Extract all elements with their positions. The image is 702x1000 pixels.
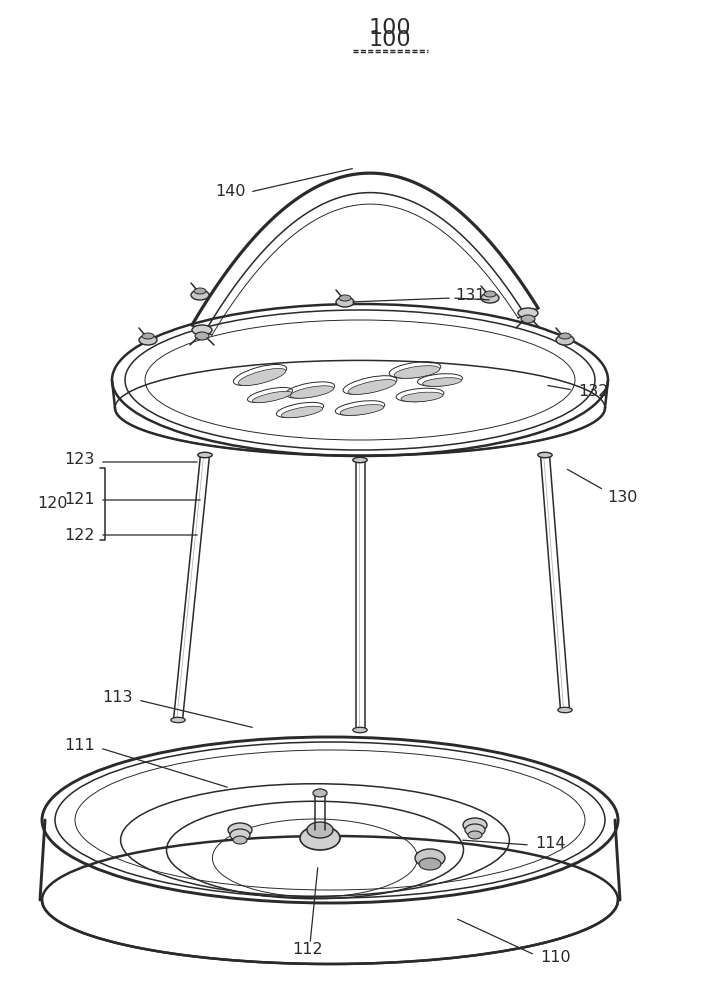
Ellipse shape: [340, 405, 384, 415]
Text: 130: 130: [607, 490, 637, 506]
Ellipse shape: [195, 332, 209, 340]
Text: 123: 123: [65, 452, 95, 468]
Ellipse shape: [521, 315, 535, 323]
Ellipse shape: [198, 452, 212, 458]
Ellipse shape: [339, 295, 351, 301]
Ellipse shape: [481, 293, 499, 303]
Ellipse shape: [228, 823, 252, 837]
Text: 140: 140: [215, 184, 246, 200]
Ellipse shape: [282, 406, 323, 418]
Ellipse shape: [559, 333, 571, 339]
Text: 113: 113: [102, 690, 133, 706]
Ellipse shape: [191, 290, 209, 300]
Ellipse shape: [395, 366, 439, 378]
Ellipse shape: [558, 707, 572, 713]
Ellipse shape: [353, 457, 367, 463]
Ellipse shape: [415, 849, 445, 867]
Ellipse shape: [353, 727, 367, 733]
Text: 111: 111: [65, 738, 95, 752]
Ellipse shape: [538, 452, 552, 458]
Text: 121: 121: [65, 492, 95, 508]
Ellipse shape: [423, 378, 461, 386]
Ellipse shape: [336, 297, 354, 307]
Ellipse shape: [401, 392, 443, 402]
Ellipse shape: [419, 858, 441, 870]
Ellipse shape: [253, 391, 291, 403]
Ellipse shape: [313, 789, 327, 797]
Ellipse shape: [465, 824, 485, 836]
Text: 100: 100: [369, 18, 411, 38]
Ellipse shape: [518, 308, 538, 318]
Text: 100: 100: [369, 30, 411, 50]
Ellipse shape: [300, 826, 340, 850]
Text: 110: 110: [540, 950, 571, 966]
Ellipse shape: [556, 335, 574, 345]
Ellipse shape: [238, 368, 286, 386]
Text: 112: 112: [293, 942, 324, 958]
Ellipse shape: [484, 291, 496, 297]
Text: 114: 114: [535, 836, 566, 850]
Ellipse shape: [142, 333, 154, 339]
Ellipse shape: [291, 386, 333, 398]
Ellipse shape: [468, 831, 482, 839]
Ellipse shape: [139, 335, 157, 345]
Text: 131: 131: [455, 288, 486, 302]
Ellipse shape: [348, 380, 396, 394]
Ellipse shape: [233, 836, 247, 844]
Ellipse shape: [194, 288, 206, 294]
Text: 120: 120: [37, 496, 68, 512]
Text: 122: 122: [65, 528, 95, 542]
Ellipse shape: [171, 717, 185, 723]
Text: 132: 132: [578, 384, 609, 399]
Ellipse shape: [463, 818, 487, 832]
Ellipse shape: [307, 822, 333, 838]
Ellipse shape: [192, 325, 212, 335]
Ellipse shape: [230, 829, 250, 841]
